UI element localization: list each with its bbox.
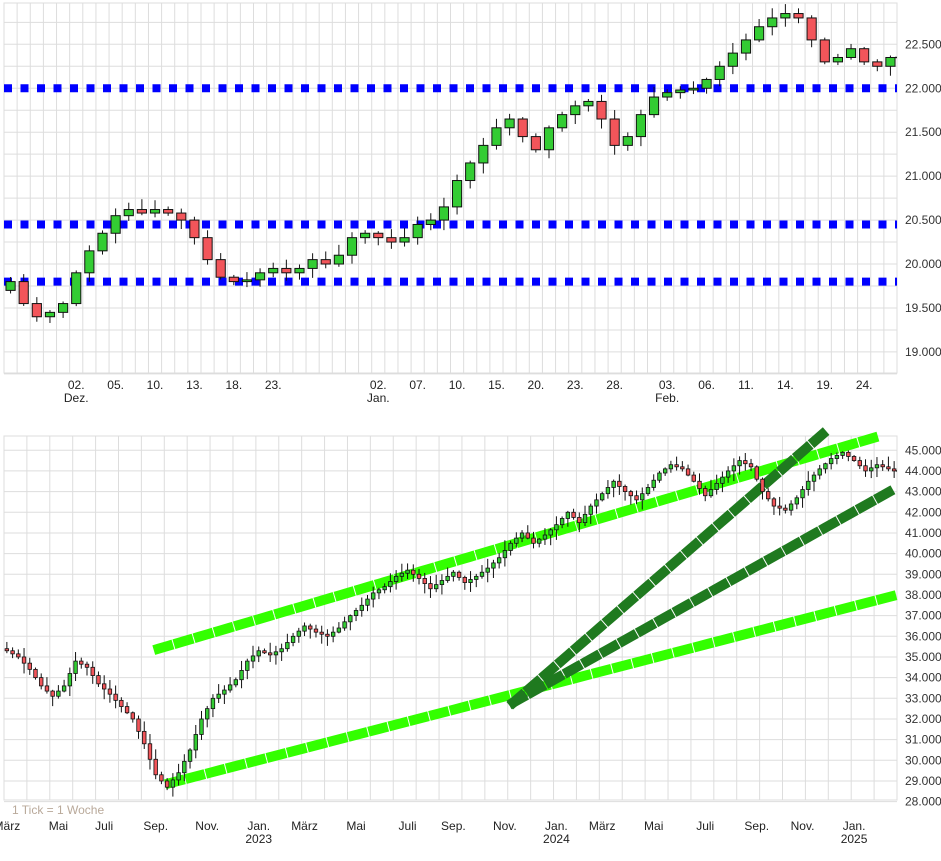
svg-text:Dez.: Dez. [64,391,89,405]
svg-text:19.500: 19.500 [905,301,941,315]
svg-text:März: März [0,819,20,833]
svg-text:Mai: Mai [346,819,365,833]
svg-text:März: März [589,819,616,833]
svg-text:11.: 11. [738,378,754,392]
svg-text:10.: 10. [147,378,164,392]
svg-text:34.000: 34.000 [905,671,941,685]
svg-text:Jan.: Jan. [367,391,390,405]
svg-text:45.000: 45.000 [905,443,941,457]
svg-text:März: März [291,819,318,833]
svg-text:21.000: 21.000 [905,169,941,183]
svg-text:06.: 06. [698,378,715,392]
svg-text:Jan.: Jan. [843,819,866,833]
svg-text:29.000: 29.000 [905,774,941,788]
svg-text:36.000: 36.000 [905,629,941,643]
svg-text:40.000: 40.000 [905,547,941,561]
svg-text:37.000: 37.000 [905,609,941,623]
svg-text:05.: 05. [107,378,124,392]
svg-text:07.: 07. [409,378,426,392]
svg-text:02.: 02. [68,378,85,392]
svg-text:Nov.: Nov. [791,819,815,833]
svg-text:28.: 28. [606,378,623,392]
svg-text:43.000: 43.000 [905,485,941,499]
svg-text:22.500: 22.500 [905,37,941,51]
svg-text:20.500: 20.500 [905,213,941,227]
svg-text:03.: 03. [659,378,676,392]
svg-text:1 Tick = 1 Woche: 1 Tick = 1 Woche [12,803,104,817]
svg-text:33.000: 33.000 [905,691,941,705]
svg-text:10.: 10. [449,378,466,392]
svg-text:Feb.: Feb. [655,391,679,405]
svg-text:02.: 02. [370,378,387,392]
svg-text:20.: 20. [528,378,545,392]
svg-text:Sep.: Sep. [441,819,466,833]
svg-text:Mai: Mai [49,819,68,833]
svg-text:23.: 23. [567,378,584,392]
svg-text:Juli: Juli [399,819,417,833]
svg-text:28.000: 28.000 [905,795,941,809]
svg-text:44.000: 44.000 [905,464,941,478]
svg-text:Sep.: Sep. [143,819,168,833]
svg-text:21.500: 21.500 [905,125,941,139]
svg-text:20.000: 20.000 [905,257,941,271]
svg-text:42.000: 42.000 [905,505,941,519]
svg-text:Juli: Juli [696,819,714,833]
svg-text:19.000: 19.000 [905,345,941,359]
svg-text:Nov.: Nov. [195,819,219,833]
svg-text:22.000: 22.000 [905,81,941,95]
svg-text:32.000: 32.000 [905,712,941,726]
svg-text:30.000: 30.000 [905,753,941,767]
svg-text:Nov.: Nov. [493,819,517,833]
svg-text:Mai: Mai [644,819,663,833]
svg-text:Jan.: Jan. [545,819,568,833]
svg-text:39.000: 39.000 [905,567,941,581]
svg-text:18.: 18. [225,378,242,392]
svg-text:24.: 24. [856,378,873,392]
svg-text:41.000: 41.000 [905,526,941,540]
svg-text:2023: 2023 [245,832,272,846]
svg-text:15.: 15. [488,378,505,392]
svg-text:Jan.: Jan. [247,819,270,833]
svg-text:Juli: Juli [95,819,113,833]
svg-text:2024: 2024 [543,832,570,846]
svg-text:Sep.: Sep. [744,819,769,833]
svg-text:19.: 19. [816,378,833,392]
svg-text:31.000: 31.000 [905,733,941,747]
svg-text:13.: 13. [186,378,203,392]
svg-text:14.: 14. [777,378,794,392]
svg-text:23.: 23. [265,378,282,392]
svg-text:2025: 2025 [841,832,868,846]
svg-text:38.000: 38.000 [905,588,941,602]
svg-text:35.000: 35.000 [905,650,941,664]
